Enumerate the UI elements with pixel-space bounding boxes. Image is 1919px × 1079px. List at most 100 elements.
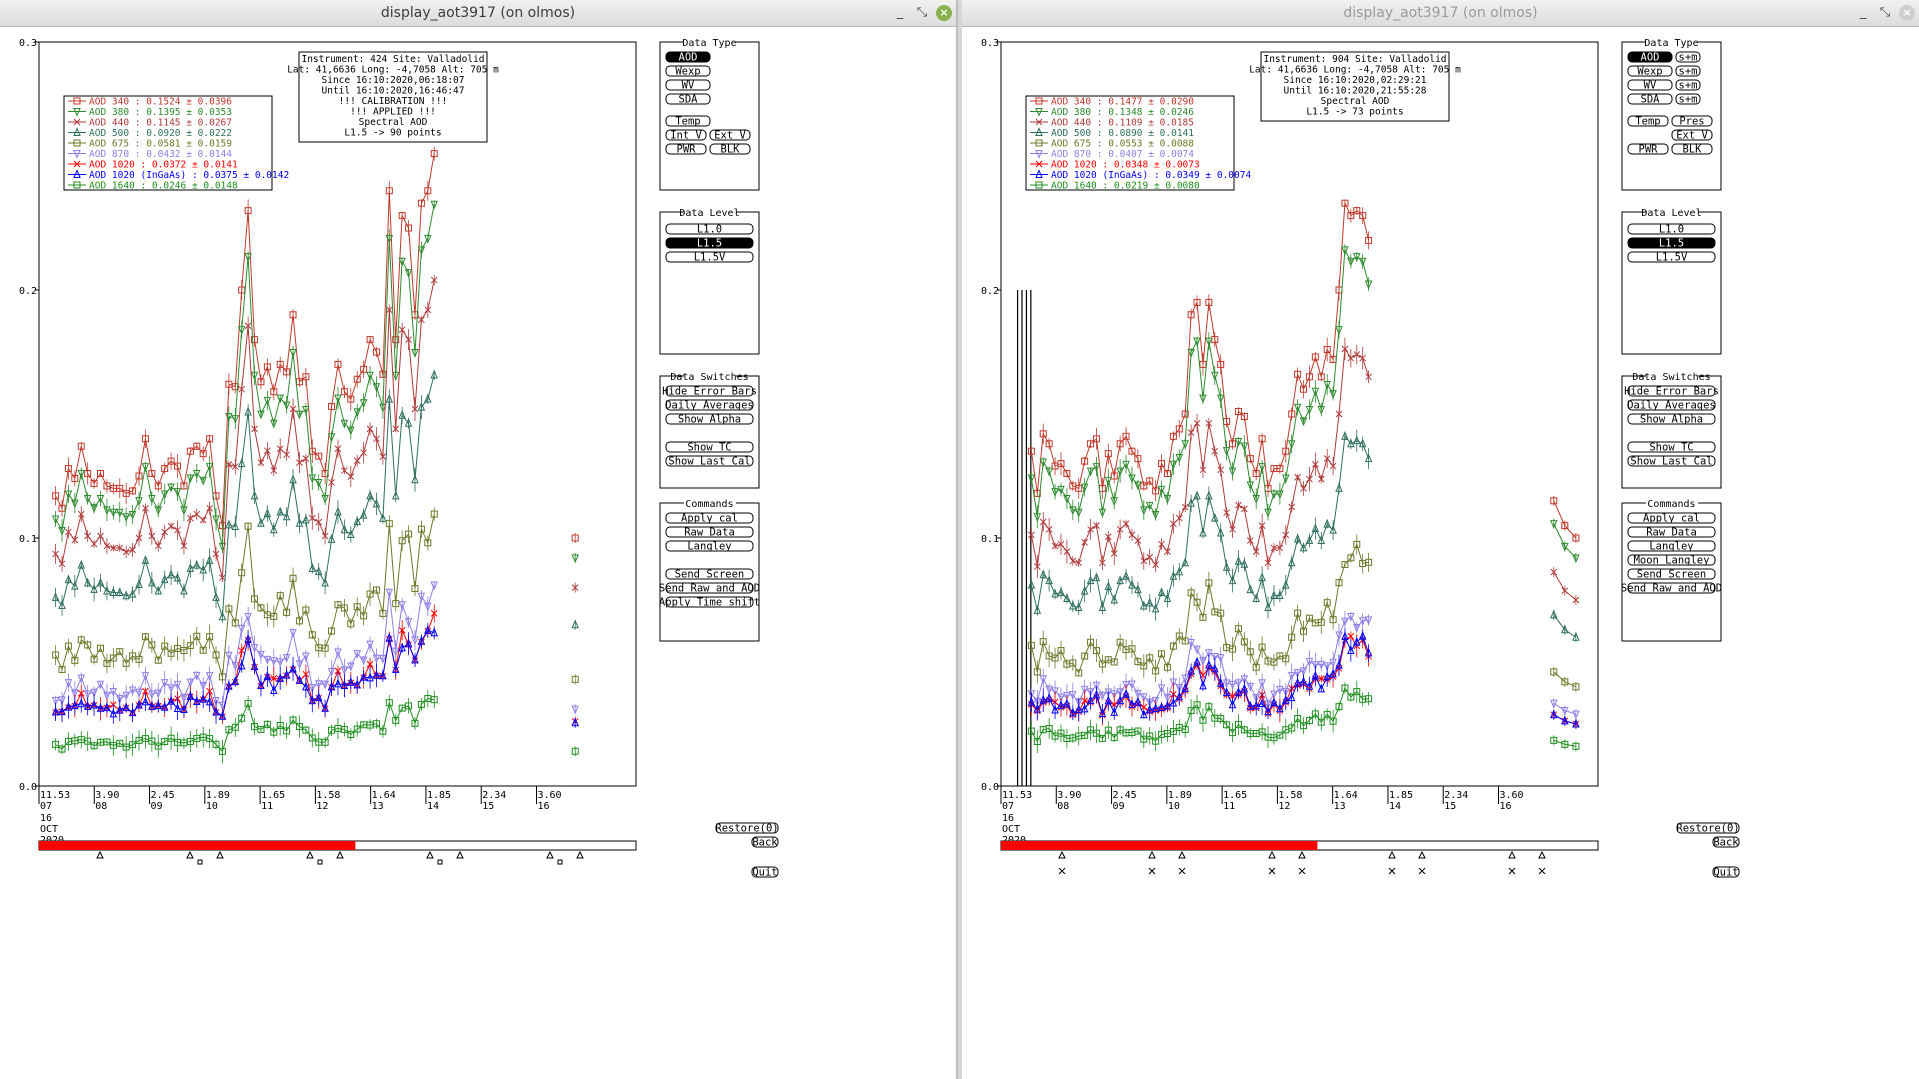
data-type-int-v-button-shape[interactable] <box>665 129 707 141</box>
daily-averages-button-shape[interactable] <box>1627 399 1716 411</box>
restore-button-label[interactable]: Restore(0) <box>1676 823 1739 835</box>
show-alpha-button-shape[interactable] <box>1627 413 1716 425</box>
data-type-pwr-button-label[interactable]: PWR <box>677 144 697 156</box>
quit-button-label[interactable]: Quit <box>752 867 777 879</box>
hide-error-bars-button-shape[interactable] <box>1627 385 1716 397</box>
data-type-sda-button[interactable]: SDA <box>665 93 711 106</box>
raw-data-button-label[interactable]: Raw Data <box>684 527 735 539</box>
data-type-temp-button[interactable]: Temp <box>1627 115 1669 128</box>
data-type-sda-button-shape[interactable] <box>665 93 711 105</box>
data-type-s-m-button[interactable]: s+m <box>1675 51 1701 64</box>
data-type-wexp-button-label[interactable]: Wexp <box>1637 66 1662 78</box>
minimize-icon[interactable]: _ <box>896 5 904 20</box>
langley-button[interactable]: Langley <box>1627 540 1716 553</box>
data-type-wv-button-shape[interactable] <box>1627 79 1673 91</box>
data-type-sda-button[interactable]: SDA <box>1627 93 1673 106</box>
data-type-s-m-button-label[interactable]: s+m <box>1679 94 1698 106</box>
data-type-blk-button[interactable]: BLK <box>709 143 751 156</box>
send-screen-button-shape[interactable] <box>665 568 754 580</box>
data-type-wv-button[interactable]: WV <box>665 79 711 92</box>
data-type-blk-button-shape[interactable] <box>709 143 751 155</box>
hide-error-bars-button[interactable]: Hide Error Bars <box>1624 385 1719 398</box>
show-last-cal-button[interactable]: Show Last Cal <box>665 455 754 468</box>
show-alpha-button[interactable]: Show Alpha <box>1627 413 1716 426</box>
send-screen-button-shape[interactable] <box>1627 568 1716 580</box>
quit-button-label[interactable]: Quit <box>1713 867 1738 879</box>
data-level-l10-button-shape[interactable] <box>665 223 754 235</box>
back-button[interactable]: Back <box>1712 836 1740 849</box>
back-button-label[interactable]: Back <box>752 837 778 849</box>
data-type-s-m-button-shape[interactable] <box>1675 65 1701 77</box>
show-last-cal-button-shape[interactable] <box>665 455 754 467</box>
data-type-pres-button-label[interactable]: Pres <box>1679 116 1704 128</box>
daily-averages-button[interactable]: Daily Averages <box>665 399 754 412</box>
data-level-l15-button[interactable]: L1.5 <box>665 237 754 250</box>
back-button-shape[interactable] <box>1712 836 1740 848</box>
data-level-l15-button-label[interactable]: L1.5 <box>1659 238 1684 250</box>
data-level-l15v-button[interactable]: L1.5V <box>665 251 754 264</box>
send-raw-and-aod-button[interactable]: Send Raw and AOD <box>659 582 760 595</box>
data-type-s-m-button[interactable]: s+m <box>1675 65 1701 78</box>
raw-data-button[interactable]: Raw Data <box>665 526 754 539</box>
window-titlebar[interactable]: display_aot3917 (on olmos) _ ⤡ × <box>0 0 956 27</box>
data-type-wv-button-label[interactable]: WV <box>682 80 695 92</box>
data-type-pwr-button[interactable]: PWR <box>1627 143 1669 156</box>
data-level-l15v-button-shape[interactable] <box>1627 251 1716 263</box>
data-level-l10-button-label[interactable]: L1.0 <box>1659 224 1684 236</box>
send-raw-and-aod-button-shape[interactable] <box>1627 582 1716 594</box>
show-tc-button[interactable]: Show TC <box>1627 441 1716 454</box>
show-last-cal-button[interactable]: Show Last Cal <box>1627 455 1716 468</box>
data-type-sda-button-shape[interactable] <box>1627 93 1673 105</box>
moon-langley-button-label[interactable]: Moon Langley <box>1634 555 1710 567</box>
data-type-s-m-button[interactable]: s+m <box>1675 79 1701 92</box>
data-type-temp-button-shape[interactable] <box>1627 115 1669 127</box>
data-level-l15-button-shape[interactable] <box>665 237 754 249</box>
data-level-l15v-button-label[interactable]: L1.5V <box>1656 252 1688 264</box>
data-type-blk-button-label[interactable]: BLK <box>1683 144 1703 156</box>
data-type-ext-v-button-label[interactable]: Ext V <box>714 130 746 142</box>
quit-button-shape[interactable] <box>751 866 779 878</box>
back-button-shape[interactable] <box>751 836 779 848</box>
progress-fill[interactable] <box>1001 841 1318 850</box>
hide-error-bars-button[interactable]: Hide Error Bars <box>662 385 757 398</box>
show-alpha-button-shape[interactable] <box>665 413 754 425</box>
back-button-label[interactable]: Back <box>1713 837 1739 849</box>
data-type-ext-v-button[interactable]: Ext V <box>709 129 751 142</box>
close-icon[interactable]: × <box>936 5 952 21</box>
quit-button[interactable]: Quit <box>1712 866 1740 879</box>
apply-time-shift-button-label[interactable]: Apply Time shift <box>659 597 760 609</box>
data-type-aod-button[interactable]: AOD <box>665 51 711 64</box>
data-type-pres-button[interactable]: Pres <box>1671 115 1713 128</box>
hide-error-bars-button-label[interactable]: Hide Error Bars <box>662 386 757 398</box>
show-tc-button-shape[interactable] <box>665 441 754 453</box>
data-type-temp-button-label[interactable]: Temp <box>1635 116 1660 128</box>
data-type-aod-button-label[interactable]: AOD <box>679 52 698 64</box>
data-level-l15v-button-shape[interactable] <box>665 251 754 263</box>
send-screen-button[interactable]: Send Screen <box>665 568 754 581</box>
hide-error-bars-button-shape[interactable] <box>665 385 754 397</box>
restore-button[interactable]: Restore(0) <box>715 822 779 835</box>
data-type-aod-button-shape[interactable] <box>665 51 711 63</box>
langley-button-label[interactable]: Langley <box>687 541 731 553</box>
maximize-icon[interactable]: ⤡ <box>916 5 928 20</box>
apply-time-shift-button[interactable]: Apply Time shift <box>659 596 760 609</box>
restore-button-label[interactable]: Restore(0) <box>715 823 778 835</box>
show-last-cal-button-label[interactable]: Show Last Cal <box>668 456 750 468</box>
data-type-s-m-button-label[interactable]: s+m <box>1679 80 1698 92</box>
data-type-ext-v-button[interactable]: Ext V <box>1671 129 1713 142</box>
send-raw-and-aod-button-label[interactable]: Send Raw and AOD <box>1621 583 1722 595</box>
data-type-pres-button-shape[interactable] <box>1671 115 1713 127</box>
data-type-pwr-button-shape[interactable] <box>665 143 707 155</box>
data-type-wexp-button[interactable]: Wexp <box>665 65 711 78</box>
langley-button[interactable]: Langley <box>665 540 754 553</box>
data-type-aod-button-shape[interactable] <box>1627 51 1673 63</box>
hide-error-bars-button-label[interactable]: Hide Error Bars <box>1624 386 1719 398</box>
close-icon[interactable]: × <box>1899 5 1915 21</box>
minimize-icon[interactable]: _ <box>1859 5 1867 20</box>
data-type-sda-button-label[interactable]: SDA <box>679 94 699 106</box>
daily-averages-button-label[interactable]: Daily Averages <box>665 400 754 412</box>
maximize-icon[interactable]: ⤡ <box>1879 5 1891 20</box>
raw-data-button-shape[interactable] <box>1627 526 1716 538</box>
send-raw-and-aod-button[interactable]: Send Raw and AOD <box>1621 582 1722 595</box>
data-type-int-v-button-label[interactable]: Int V <box>670 130 702 142</box>
